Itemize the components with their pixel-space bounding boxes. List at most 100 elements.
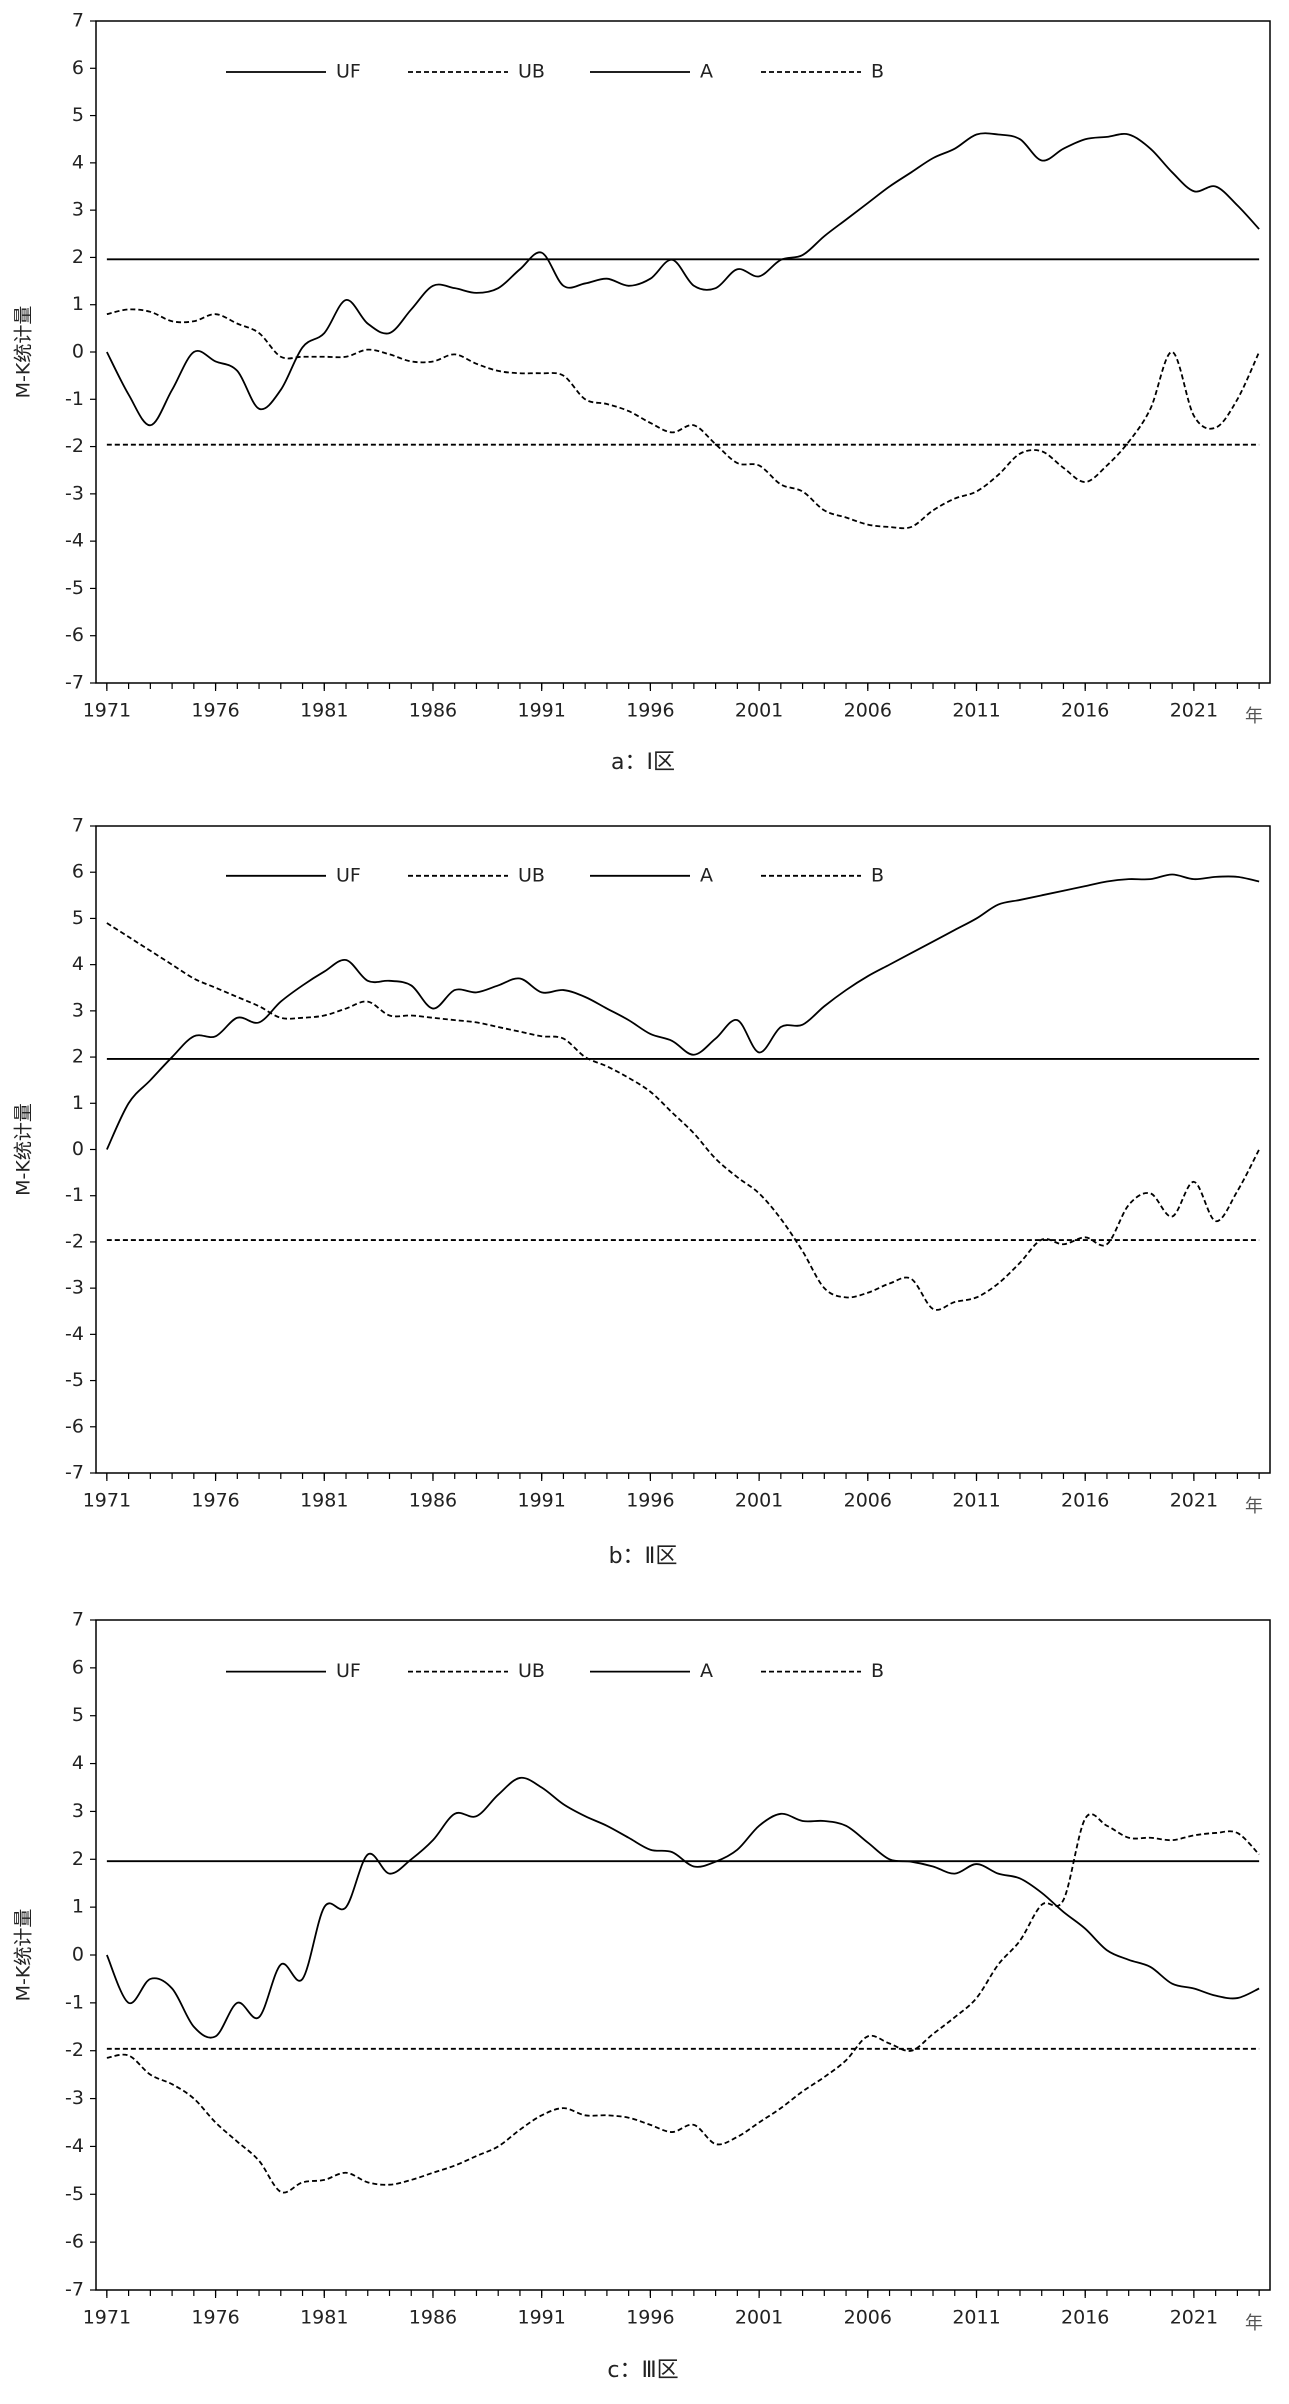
x-tick-label: 2011 <box>952 1490 1000 1512</box>
x-tick-label: 2016 <box>1061 1490 1109 1512</box>
series-line <box>106 1776 1260 2039</box>
legend-label: UB <box>518 60 545 82</box>
x-tick-label: 1996 <box>626 1490 674 1512</box>
x-tick-label: 1981 <box>300 2307 348 2329</box>
x-tick-label: 1976 <box>191 700 239 722</box>
y-tick-label: -4 <box>65 1323 84 1345</box>
x-tick-label: 2021 <box>1170 1490 1218 1512</box>
x-tick-label: 1971 <box>83 2307 131 2329</box>
x-unit-label: 年 <box>1245 1496 1263 1517</box>
y-tick-label: -3 <box>65 2087 84 2109</box>
series-line <box>106 132 1260 427</box>
plot-frame <box>95 1619 1271 2291</box>
series-line <box>106 308 1260 530</box>
x-tick-label: 1991 <box>518 2307 566 2329</box>
y-tick-label: 6 <box>72 57 84 79</box>
y-tick-label: -5 <box>65 1369 84 1391</box>
y-tick-label: 1 <box>72 1896 84 1918</box>
x-tick-label: 2021 <box>1170 700 1218 722</box>
y-tick-label: -5 <box>65 2183 84 2205</box>
y-tick-label: -7 <box>65 672 84 694</box>
chart: -7 -6 -5 -4 -3 -2 -1 0 1 2 3 4 5 6 7 1971 1976 1981 1986 19… <box>13 1609 1271 2383</box>
legend-label: A <box>700 60 713 82</box>
y-tick-label: 2 <box>72 1848 84 1870</box>
x-tick-label: 1986 <box>409 700 457 722</box>
y-tick-label: -2 <box>65 1230 84 1252</box>
y-tick-label: -3 <box>65 482 84 504</box>
legend-label: UF <box>336 864 361 886</box>
y-axis-label: M-K统计量 <box>13 1909 35 2002</box>
y-tick-label: -2 <box>65 2039 84 2061</box>
caption: b：Ⅱ区 <box>609 1544 678 1569</box>
legend-label: A <box>700 864 713 886</box>
y-tick-label: 4 <box>72 953 84 975</box>
x-tick-label: 1981 <box>300 1490 348 1512</box>
y-tick-label: -3 <box>65 1277 84 1299</box>
plot-frame <box>95 825 1271 1474</box>
caption: a：Ⅰ区 <box>611 750 675 775</box>
chart: -7 -6 -5 -4 -3 -2 -1 0 1 2 3 4 5 6 7 1971 1976 1981 1986 19… <box>13 815 1271 1569</box>
x-tick-label: 2016 <box>1061 700 1109 722</box>
y-tick-label: 3 <box>72 1800 84 1822</box>
x-tick-label: 1976 <box>191 2307 239 2329</box>
y-tick-label: -5 <box>65 577 84 599</box>
y-tick-label: -6 <box>65 2231 84 2253</box>
x-tick-label: 1991 <box>518 1490 566 1512</box>
x-tick-label: 2016 <box>1061 2307 1109 2329</box>
x-tick-label: 1971 <box>83 700 131 722</box>
legend-label: UB <box>518 864 545 886</box>
y-tick-label: 5 <box>72 104 84 126</box>
y-tick-label: 5 <box>72 907 84 929</box>
legend-label: UF <box>336 1660 361 1682</box>
x-tick-label: 2011 <box>952 700 1000 722</box>
series-line <box>106 873 1260 1150</box>
y-tick-label: 0 <box>72 341 84 363</box>
legend-label: A <box>700 1660 713 1682</box>
y-tick-label: -2 <box>65 435 84 457</box>
y-tick-label: -1 <box>65 1991 84 2013</box>
y-tick-label: 3 <box>72 199 84 221</box>
y-tick-label: 4 <box>72 1752 84 1774</box>
chart: -7 -6 -5 -4 -3 -2 -1 0 1 2 3 4 5 6 7 1971 1976 1981 1986 19… <box>13 10 1271 775</box>
y-tick-label: -7 <box>65 1462 84 1484</box>
y-tick-label: 1 <box>72 293 84 315</box>
y-tick-label: 2 <box>72 1046 84 1068</box>
y-tick-label: 2 <box>72 246 84 268</box>
y-tick-label: 0 <box>72 1138 84 1160</box>
x-tick-label: 1971 <box>83 1490 131 1512</box>
y-tick-label: 5 <box>72 1704 84 1726</box>
y-tick-label: 6 <box>72 861 84 883</box>
y-tick-label: -4 <box>65 530 84 552</box>
x-tick-label: 1981 <box>300 700 348 722</box>
y-tick-label: 0 <box>72 1944 84 1966</box>
y-tick-label: -7 <box>65 2279 84 2301</box>
legend-label: B <box>871 60 884 82</box>
legend-label: B <box>871 864 884 886</box>
x-tick-label: 1996 <box>626 2307 674 2329</box>
x-tick-label: 2001 <box>735 1490 783 1512</box>
y-tick-label: -1 <box>65 1184 84 1206</box>
x-tick-label: 1991 <box>518 700 566 722</box>
x-tick-label: 1996 <box>626 700 674 722</box>
legend-label: UB <box>518 1660 545 1682</box>
y-tick-label: 6 <box>72 1656 84 1678</box>
y-axis-label: M-K统计量 <box>13 306 35 399</box>
y-tick-label: 3 <box>72 999 84 1021</box>
plot-frame <box>95 20 1271 684</box>
y-tick-label: 4 <box>72 151 84 173</box>
legend-label: B <box>871 1660 884 1682</box>
x-tick-label: 2006 <box>844 2307 892 2329</box>
x-tick-label: 1986 <box>409 2307 457 2329</box>
y-tick-label: -6 <box>65 1415 84 1437</box>
y-tick-label: -6 <box>65 624 84 646</box>
x-unit-label: 年 <box>1245 706 1263 727</box>
y-tick-label: 7 <box>72 815 84 837</box>
x-tick-label: 1986 <box>409 1490 457 1512</box>
y-tick-label: 7 <box>72 1609 84 1631</box>
x-unit-label: 年 <box>1245 2313 1263 2334</box>
legend-label: UF <box>336 60 361 82</box>
series-line <box>106 922 1260 1311</box>
x-tick-label: 2006 <box>844 1490 892 1512</box>
series-line <box>106 1813 1260 2194</box>
